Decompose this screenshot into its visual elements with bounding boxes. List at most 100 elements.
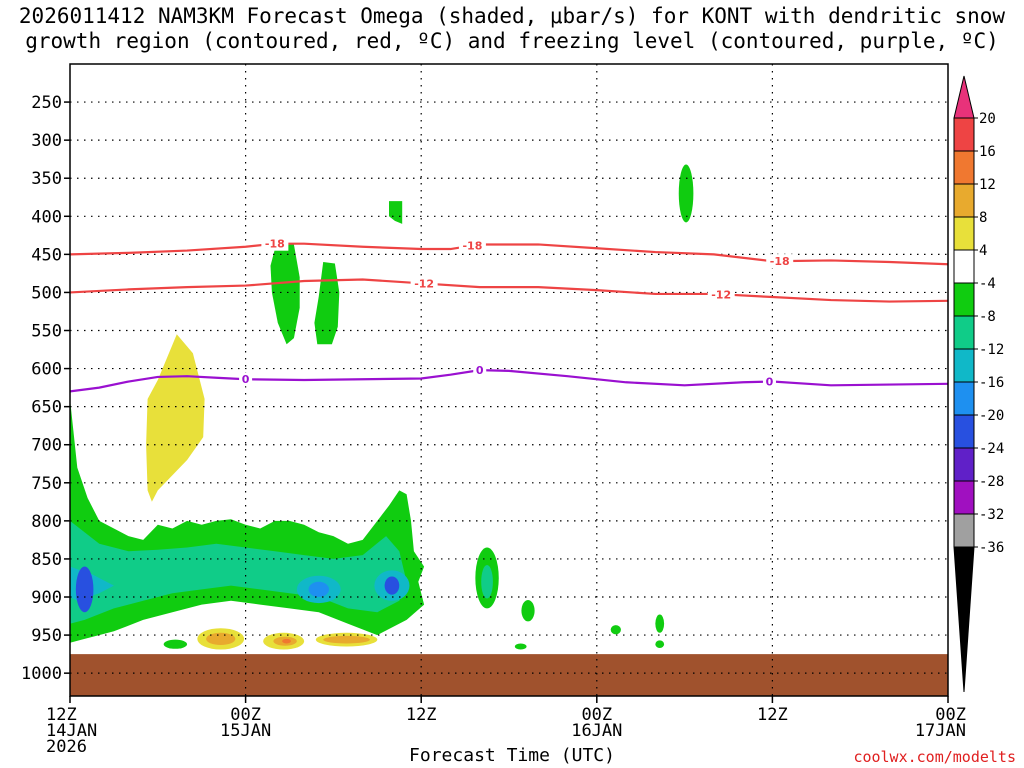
colorbar-label: -36	[979, 540, 1004, 556]
omega-sink-1-core	[206, 632, 236, 645]
y-tick-label: 650	[31, 398, 62, 418]
plot-frame	[69, 63, 949, 697]
y-tick-label: 350	[31, 169, 62, 189]
omega-cell-e2	[521, 600, 535, 622]
y-tick-label: 800	[31, 512, 62, 532]
colorbar-label: -4	[979, 276, 996, 292]
omega-cell-e3	[514, 643, 527, 650]
contour-label: -18	[770, 255, 790, 268]
colorbar-band	[953, 249, 975, 284]
colorbar-band	[953, 480, 975, 515]
title-line-2: growth region (contoured, red, ºC) and f…	[25, 29, 999, 53]
colorbar-label: -24	[979, 441, 1004, 457]
omega-upper-cell-3	[389, 201, 403, 224]
omega-core-mid-max	[308, 581, 330, 598]
colorbar-label: -32	[979, 507, 1004, 523]
colorbar-label: -28	[979, 474, 1004, 490]
x-tick-year: 2026	[46, 737, 87, 757]
contour-label: -18	[462, 240, 482, 253]
omega-upper-cell-4	[678, 164, 694, 223]
colorbar-label: 12	[979, 177, 996, 193]
x-tick-label: 12Z	[757, 705, 788, 725]
colorbar-label: -12	[979, 342, 1004, 358]
colorbar-label: 16	[979, 144, 996, 160]
y-tick-label: 550	[31, 322, 62, 342]
x-tick-date: 14JAN	[46, 721, 97, 741]
contour-label: 0	[242, 373, 250, 386]
contour-line-1	[70, 278, 948, 303]
contour-label-bg	[762, 374, 776, 389]
y-tick-label: 300	[31, 131, 62, 151]
omega-shading	[70, 164, 694, 650]
x-tick-date: 16JAN	[571, 721, 622, 741]
x-tick-label: 00Z	[230, 705, 261, 725]
contour-label-bg	[473, 363, 487, 378]
contour-label: -18	[265, 238, 285, 251]
omega-sink-2-max	[282, 638, 291, 644]
colorbar-label: 4	[979, 243, 987, 259]
contour-label: -12	[414, 277, 434, 290]
colorbar-band	[953, 381, 975, 416]
contour-label-bg	[239, 372, 253, 387]
x-axis-label: Forecast Time (UTC)	[409, 745, 615, 766]
omega-core-west-max	[75, 566, 94, 613]
colorbar-label: 20	[979, 111, 996, 127]
chart-title: 2026011412 NAM3KM Forecast Omega (shaded…	[0, 4, 1024, 54]
x-tick-label: 12Z	[46, 705, 77, 725]
contour-label-bg	[410, 276, 438, 291]
omega-cell-surface-1	[163, 639, 188, 649]
contour-line-2	[70, 368, 948, 393]
y-tick-label: 900	[31, 588, 62, 608]
title-line-1: 2026011412 NAM3KM Forecast Omega (shaded…	[18, 4, 1006, 28]
omega-sink-cell-upper	[146, 334, 205, 502]
omega-core-east-max	[384, 576, 400, 595]
y-tick-label: 750	[31, 474, 62, 494]
contour-label: 0	[766, 376, 774, 389]
contour-label-bg	[766, 254, 794, 269]
colorbar-label: -16	[979, 375, 1004, 391]
colorbar-band	[953, 150, 975, 185]
y-tick-label: 850	[31, 550, 62, 570]
y-tick-label: 1000	[21, 664, 62, 684]
omega-sink-3-core	[323, 635, 370, 644]
colorbar-bottom-arrow	[953, 546, 975, 693]
colorbar-band	[953, 183, 975, 218]
credit-link[interactable]: coolwx.com/modelts	[853, 748, 1016, 766]
omega-cell-e5	[655, 614, 665, 633]
x-tick-label: 00Z	[935, 705, 966, 725]
colorbar: 20 16 12 8 4 -4 -8 -12 -16 -20 -24 -28 -32 -36	[953, 75, 1004, 693]
contour-label-bg	[261, 236, 289, 251]
colorbar-band	[953, 117, 975, 152]
colorbar-label: -8	[979, 309, 996, 325]
colorbar-band	[953, 282, 975, 317]
contour-label: -12	[711, 288, 731, 301]
colorbar-top-arrow	[953, 75, 975, 119]
x-tick-date: 15JAN	[220, 721, 271, 741]
colorbar-band	[953, 513, 975, 548]
omega-upper-cell-2	[314, 262, 340, 345]
colorbar-band	[953, 414, 975, 449]
x-tick-label: 00Z	[581, 705, 612, 725]
omega-cell-e1-core	[481, 565, 493, 599]
contour-label: 0	[476, 364, 484, 377]
colorbar-band	[953, 447, 975, 482]
x-tick-date: 17JAN	[915, 721, 966, 741]
contour-label-bg	[707, 287, 735, 302]
colorbar-label: 8	[979, 210, 987, 226]
terrain-fill	[70, 654, 948, 696]
y-tick-label: 600	[31, 360, 62, 380]
y-tick-label: 950	[31, 626, 62, 646]
y-tick-label: 400	[31, 207, 62, 227]
y-tick-label: 250	[31, 93, 62, 113]
contour-line-0	[70, 242, 948, 266]
y-tick-label: 700	[31, 436, 62, 456]
x-tick-label: 12Z	[406, 705, 437, 725]
colorbar-band	[953, 348, 975, 383]
y-tick-label: 500	[31, 283, 62, 303]
omega-cell-e6	[655, 640, 665, 649]
colorbar-band	[953, 315, 975, 350]
colorbar-band	[953, 216, 975, 251]
omega-cell-e4	[610, 625, 621, 635]
